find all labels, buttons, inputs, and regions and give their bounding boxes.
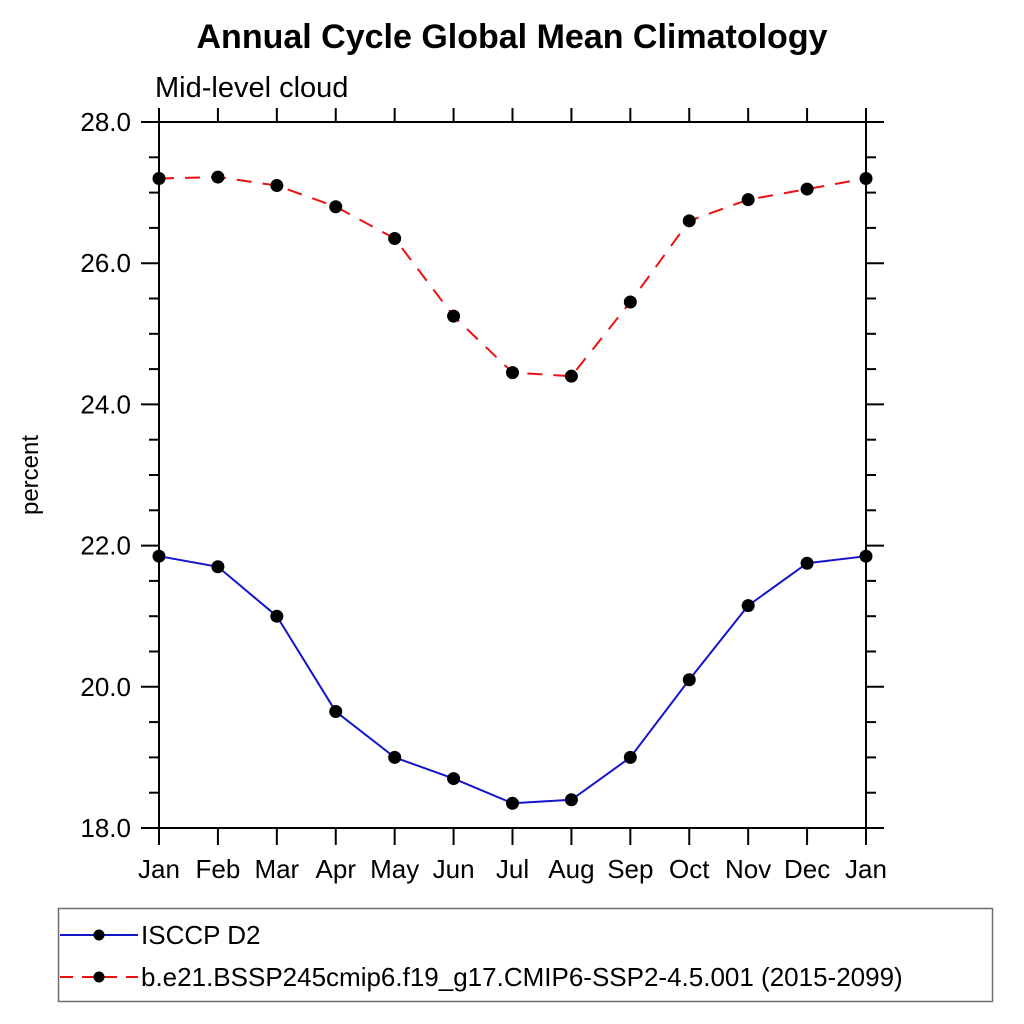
y-tick-label: 24.0 bbox=[80, 389, 131, 419]
x-tick-label: Jul bbox=[496, 854, 529, 884]
data-point-marker bbox=[682, 673, 696, 687]
plot-axes bbox=[158, 121, 867, 829]
data-point-marker bbox=[682, 214, 696, 228]
x-tick-label: Jun bbox=[433, 854, 475, 884]
data-point-marker bbox=[329, 705, 343, 719]
data-point-marker bbox=[270, 179, 284, 193]
legend: ISCCP D2 b.e21.BSSP245cmip6.f19_g17.CMIP… bbox=[57, 907, 994, 1003]
plot-frame bbox=[158, 121, 867, 829]
legend-box bbox=[57, 907, 994, 1003]
y-tick-label: 20.0 bbox=[80, 672, 131, 702]
data-point-marker bbox=[623, 295, 637, 309]
data-point-marker bbox=[506, 366, 519, 380]
data-point-marker bbox=[270, 609, 284, 623]
data-point-marker bbox=[859, 549, 873, 563]
data-point-marker bbox=[506, 796, 519, 810]
x-tick-label: Apr bbox=[316, 854, 357, 884]
x-tick-label: Sep bbox=[607, 854, 653, 884]
legend-label-isccp: ISCCP D2 bbox=[141, 920, 260, 950]
x-tick-label: Jan bbox=[845, 854, 887, 884]
chart-title: Annual Cycle Global Mean Climatology bbox=[197, 18, 828, 56]
data-point-marker bbox=[800, 182, 814, 196]
data-point-marker bbox=[800, 556, 814, 570]
x-tick-label: Oct bbox=[669, 854, 710, 884]
data-point-marker bbox=[152, 549, 166, 563]
y-tick-label: 22.0 bbox=[80, 531, 131, 561]
legend-marker-isccp bbox=[93, 929, 105, 941]
data-point-marker bbox=[741, 193, 755, 207]
series-line-1 bbox=[158, 176, 867, 378]
x-tick-label: Feb bbox=[196, 854, 241, 884]
data-point-marker bbox=[211, 170, 225, 184]
y-tick-label: 18.0 bbox=[80, 813, 131, 843]
chart-subtitle: Mid-level cloud bbox=[155, 72, 348, 104]
data-point-marker bbox=[211, 560, 225, 574]
x-tick-label: Dec bbox=[784, 854, 830, 884]
data-point-marker bbox=[564, 369, 578, 383]
legend-marker-model bbox=[93, 971, 105, 983]
y-axis-title: percent bbox=[17, 435, 44, 515]
x-tick-label: Mar bbox=[254, 854, 299, 884]
series-line-0 bbox=[158, 555, 867, 805]
x-tick-label: Jan bbox=[138, 854, 180, 884]
y-tick-label: 28.0 bbox=[80, 107, 131, 137]
data-point-marker bbox=[741, 599, 755, 613]
data-point-marker bbox=[447, 772, 461, 786]
data-point-marker bbox=[447, 309, 461, 323]
data-point-marker bbox=[859, 171, 873, 185]
data-point-marker bbox=[152, 171, 166, 185]
x-tick-label: Aug bbox=[548, 854, 594, 884]
axis-tick-labels: Jan Feb Mar Apr May Jun Jul Aug Sep Oct Nov Dec Jan1… bbox=[80, 107, 887, 884]
data-point-marker bbox=[388, 750, 402, 764]
x-tick-label: May bbox=[370, 854, 419, 884]
x-tick-label: Nov bbox=[725, 854, 771, 884]
y-tick-label: 26.0 bbox=[80, 248, 131, 278]
data-point-marker bbox=[564, 793, 578, 807]
axis-ticks bbox=[141, 108, 884, 845]
data-point-marker bbox=[623, 750, 637, 764]
data-point-marker bbox=[329, 200, 343, 214]
data-point-marker bbox=[388, 231, 402, 245]
data-series bbox=[152, 170, 873, 810]
legend-label-model: b.e21.BSSP245cmip6.f19_g17.CMIP6-SSP2-4.… bbox=[141, 962, 903, 992]
